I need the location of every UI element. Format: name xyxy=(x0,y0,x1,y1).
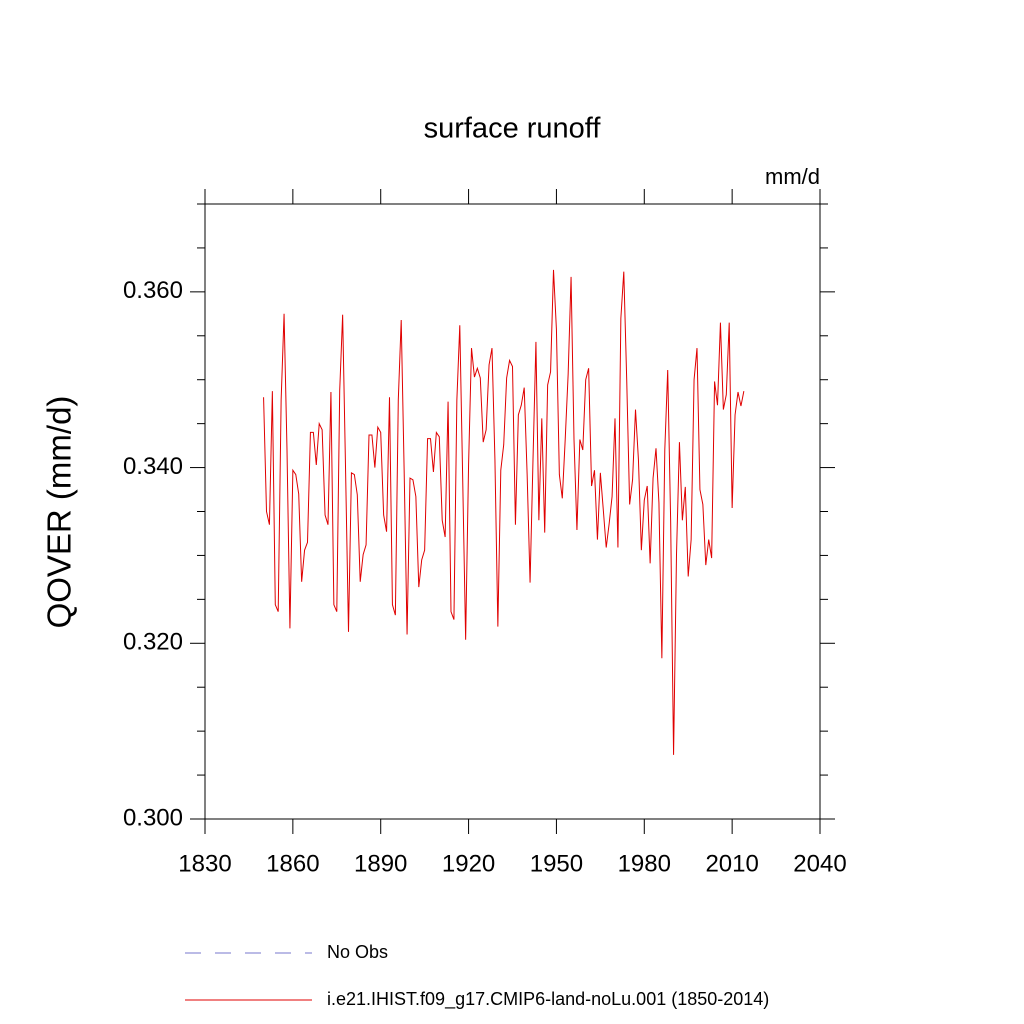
chart-title: surface runoff xyxy=(424,113,602,145)
legend-label: i.e21.IHIST.f09_g17.CMIP6-land-noLu.001 … xyxy=(327,989,769,1010)
units-label: mm/d xyxy=(765,164,820,189)
x-tick-label: 2040 xyxy=(793,850,846,877)
y-tick-label: 0.340 xyxy=(123,453,183,480)
x-tick-label: 1980 xyxy=(618,850,671,877)
y-axis-label: QOVER (mm/d) xyxy=(41,396,78,629)
x-tick-label: 2010 xyxy=(705,850,758,877)
x-tick-label: 1920 xyxy=(442,850,495,877)
legend-label: No Obs xyxy=(327,942,388,962)
x-tick-label: 1890 xyxy=(354,850,407,877)
x-tick-label: 1830 xyxy=(178,850,231,877)
y-tick-label: 0.360 xyxy=(123,277,183,304)
data-line xyxy=(263,269,745,755)
y-tick-label: 0.300 xyxy=(123,804,183,831)
x-tick-label: 1860 xyxy=(266,850,319,877)
y-tick-label: 0.320 xyxy=(123,629,183,656)
x-tick-label: 1950 xyxy=(530,850,583,877)
plot-frame xyxy=(204,203,821,820)
